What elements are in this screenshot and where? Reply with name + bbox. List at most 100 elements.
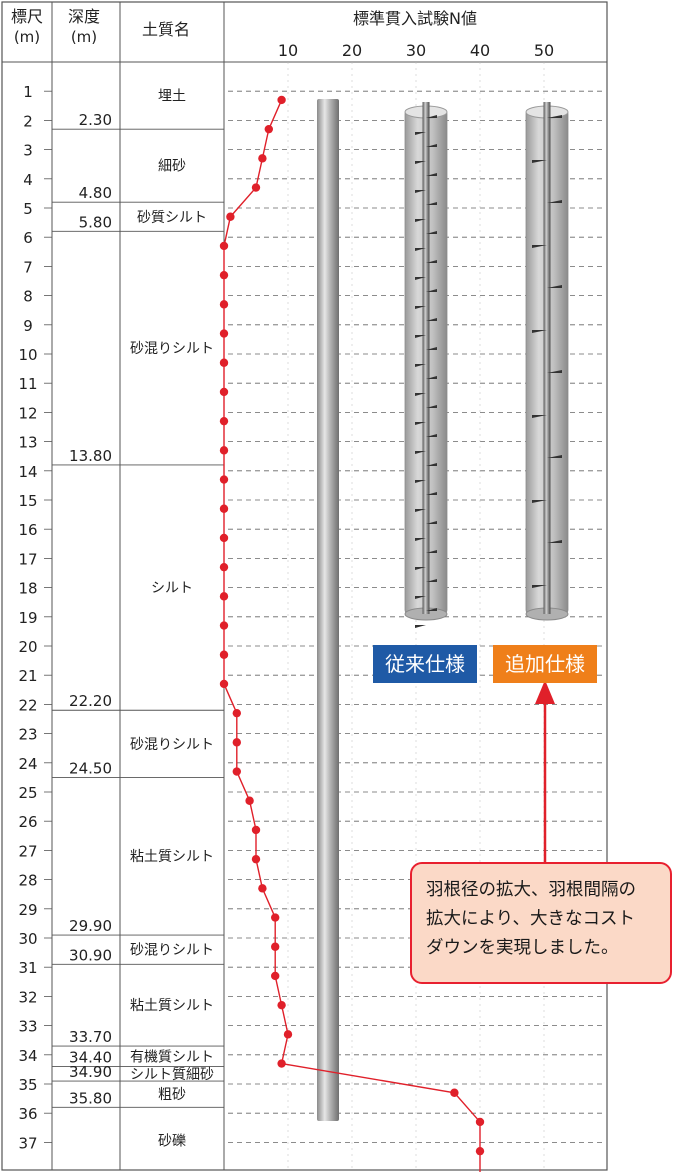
n-value-point [277,1000,286,1010]
n-value-point [219,329,229,338]
scale-number: 4 [23,171,33,189]
additional-pile [525,102,569,621]
n-value-point [219,592,229,601]
n-tick-label: 10 [278,41,298,60]
scale-number: 2 [23,112,33,130]
test-rod [317,99,339,1121]
pile-blade [532,245,547,248]
pile-blade [426,608,437,611]
n-value-point [258,884,267,893]
scale-number: 5 [23,200,33,218]
scale-number: 18 [18,580,37,598]
n-value-point [271,913,280,922]
scale-number: 22 [18,696,37,714]
n-value-point [251,825,261,835]
scale-number: 26 [18,813,37,831]
pile-blade [415,248,426,251]
scale-number: 9 [23,317,33,335]
scale-number: 13 [18,434,37,452]
n-value-point [219,679,229,689]
scale-number: 34 [18,1047,37,1065]
scale-number: 17 [18,550,37,568]
pile-blade [415,364,426,367]
scale-number: 27 [18,842,37,860]
pile-blade [415,132,426,135]
layer-name: 有機質シルト [130,1049,214,1065]
scale-number: 21 [18,667,37,685]
pile-blade [426,289,437,292]
pile-blade [415,190,426,193]
pile-blade [532,330,547,333]
layer-name: 砂質シルト [137,210,207,226]
note-line-2: 拡大により、大きなコスト [426,909,635,929]
pile-blade [426,376,437,379]
n-value-point [219,241,229,251]
n-value-point [219,650,229,659]
pile-blade [415,509,426,512]
n-value-point [271,942,280,951]
soil-header: 土質名 [142,20,190,39]
pile-blade [532,500,547,503]
soil-layers: 2.30 埋土 4.80 細砂 5.80 砂質シルト 13.80 砂混りシルト 22.20 シルト… [52,89,224,1149]
scale-number: 3 [23,142,33,160]
n-value-point [219,504,229,513]
layer-depth: 2.30 [79,111,112,129]
pile-blade [426,318,437,321]
scale-column: 1234567891011121314151617181920212223242… [18,83,52,1152]
n-value-point [251,854,261,864]
pile-blade [426,144,437,147]
n-value-point [283,1030,293,1039]
scale-number: 25 [18,784,37,802]
pile-blade [415,596,426,599]
n-value-point [219,416,229,426]
scale-number: 20 [18,638,37,656]
scale-number: 1 [23,83,33,101]
pile-blade [415,625,426,628]
layer-depth: 5.80 [79,213,112,231]
pile-blade [415,277,426,280]
pile-blade [426,173,437,176]
scale-number: 36 [18,1105,37,1123]
pile-blade [415,451,426,454]
n-value-point [232,767,241,776]
n-value-point [258,154,267,163]
layer-depth: 4.80 [79,184,112,202]
scale-number: 7 [23,258,33,276]
scale-number: 8 [23,288,33,306]
layer-depth: 30.90 [69,946,112,964]
layer-name: 砂礫 [158,1133,186,1149]
n-value-line [223,99,481,1172]
scale-number: 35 [18,1076,37,1094]
n-value-point [219,533,229,543]
pile-blade [415,538,426,541]
pile-blade [547,370,562,373]
n-value-point [219,358,229,367]
scale-number: 23 [18,726,37,744]
scale-number: 30 [18,930,37,948]
n-value-point [226,212,235,221]
layer-name: 粘土質シルト [130,849,214,865]
layer-name: 粘土質シルト [130,998,214,1014]
scale-number: 29 [18,901,37,919]
layer-depth: 22.20 [69,692,112,710]
pile-blade [426,231,437,234]
scale-number: 37 [18,1134,37,1152]
pile-blade [547,285,562,288]
layer-depth: 13.80 [69,447,112,465]
pile-blade [426,579,437,582]
pile-blade [426,260,437,263]
pile-blade [426,463,437,466]
n-axis-ticks: 10 20 30 40 50 [278,41,554,60]
n-value-point [219,562,229,572]
note-line-1: 羽根径の拡大、羽根間隔の [426,880,636,900]
table-header: 標尺 (m) 深度 (m) 土質名 標準貫入試験N値 10 20 30 40 50 [11,7,554,60]
pile-shaft [422,102,430,614]
n-value-point [219,387,229,397]
n-value-point [219,621,229,630]
scale-number: 14 [18,463,37,481]
scale-number: 28 [18,872,37,890]
pile-blade [426,492,437,495]
pile-blade [415,161,426,164]
layer-name: 砂混りシルト [130,943,214,959]
